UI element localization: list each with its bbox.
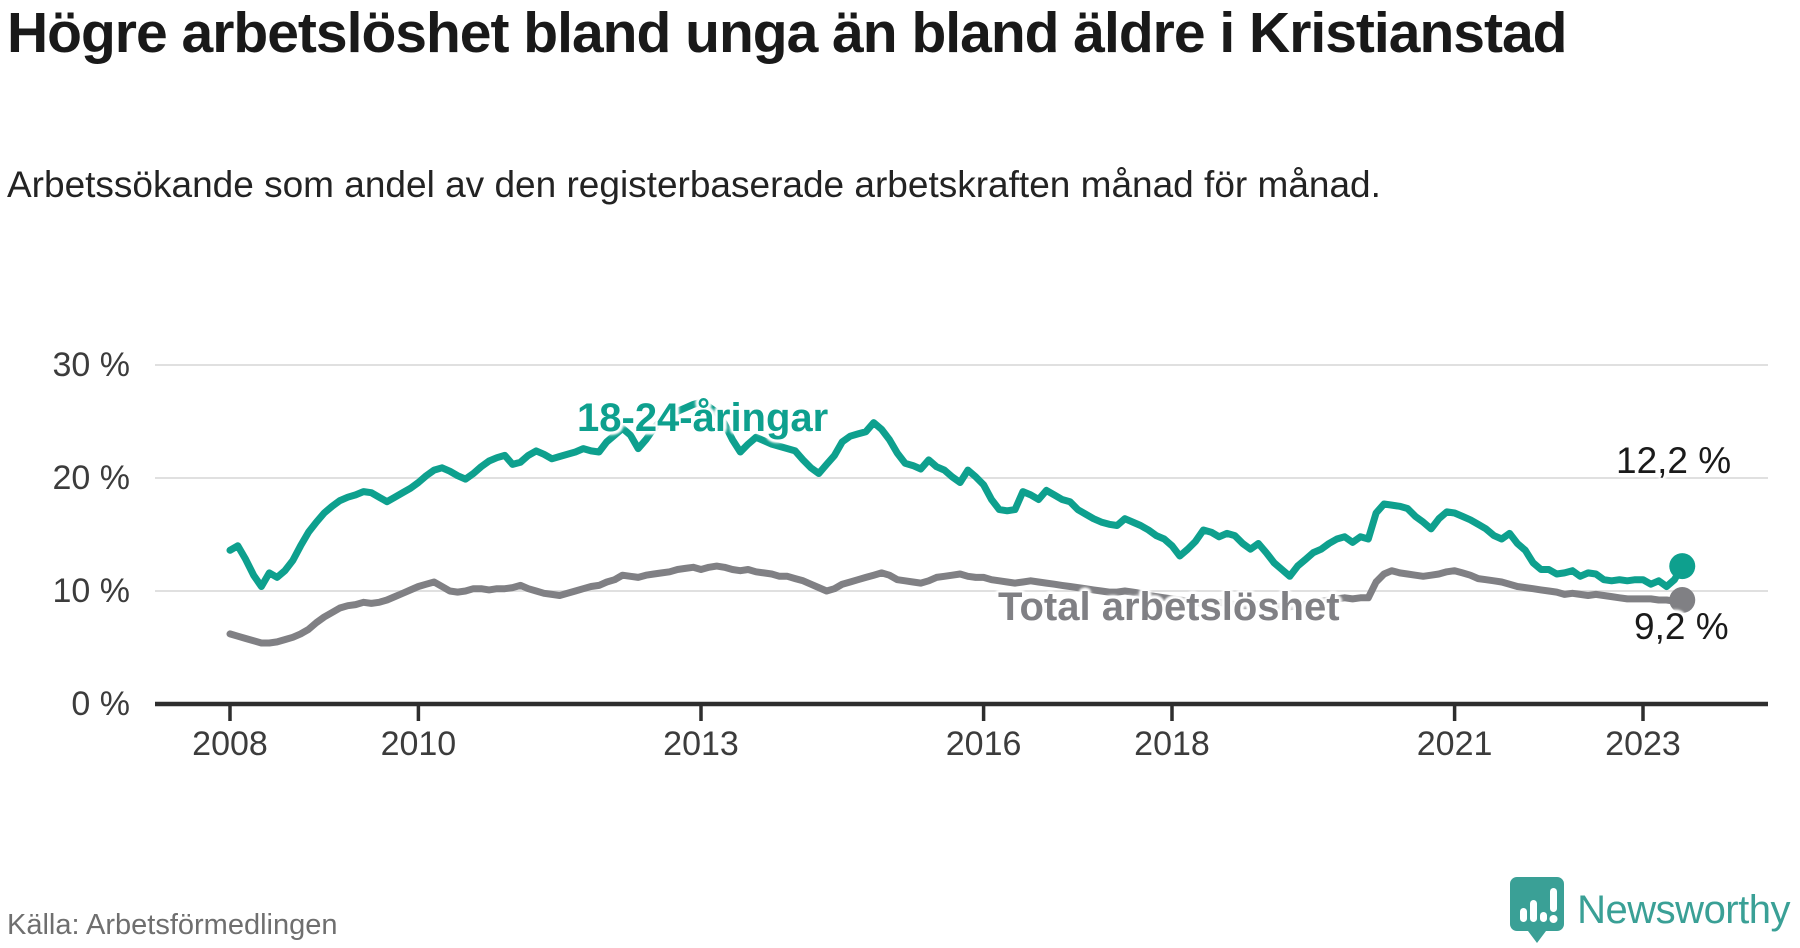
page-title: Högre arbetslöshet bland unga än bland ä… — [7, 1, 1567, 65]
x-tick-label: 2021 — [1416, 725, 1493, 763]
y-tick-label: 10 % — [52, 572, 131, 610]
total-end-dot — [1669, 587, 1696, 614]
end-value-total: 9,2 % — [1634, 606, 1729, 647]
newsworthy-wordmark: Newsworthy — [1577, 887, 1790, 932]
y-tick-label: 0 % — [71, 685, 130, 723]
x-tick-label: 2013 — [663, 725, 739, 763]
series-label-total: Total arbetslöshet — [998, 585, 1340, 629]
youth-end-dot — [1669, 553, 1696, 580]
end-value-youth: 12,2 % — [1616, 440, 1732, 481]
total-series-line — [226, 562, 1686, 647]
x-tick-label: 2008 — [192, 725, 268, 763]
y-tick-label: 20 % — [52, 459, 131, 497]
x-tick-label: 2018 — [1134, 725, 1210, 763]
x-tick-label: 2010 — [380, 725, 457, 763]
newsworthy-logo: Newsworthy — [1509, 876, 1790, 944]
y-tick-label: 30 % — [52, 346, 131, 384]
x-tick-label: 2023 — [1605, 725, 1681, 763]
source-note: Källa: Arbetsförmedlingen — [7, 909, 338, 941]
bar-chart-pin-icon — [1510, 877, 1565, 943]
x-tick-label: 2016 — [945, 725, 1022, 763]
series-label-youth: 18-24-åringar — [577, 396, 829, 440]
chart-subtitle: Arbetssökande som andel av den registerb… — [7, 164, 1381, 205]
youth-series-line — [226, 398, 1686, 590]
